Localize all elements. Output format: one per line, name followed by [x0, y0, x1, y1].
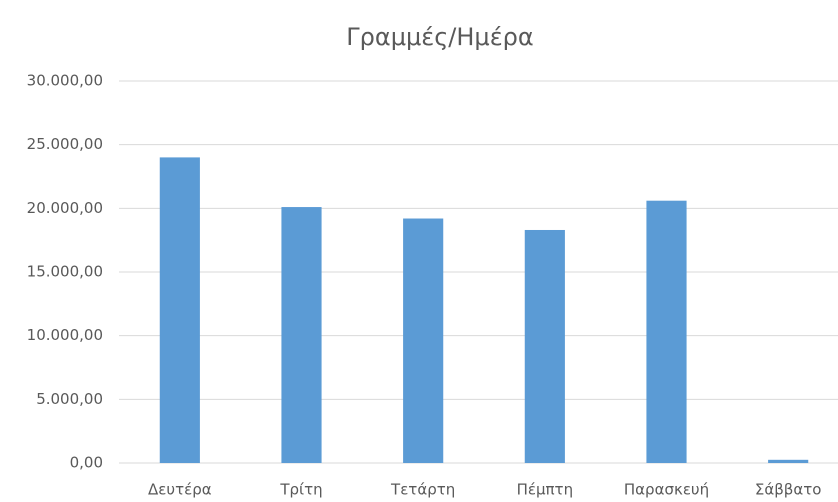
y-tick-label: 5.000,00 — [36, 390, 103, 408]
y-tick-label: 15.000,00 — [27, 263, 103, 281]
x-tick-label: Σάββατο — [755, 481, 822, 499]
bar — [403, 218, 444, 463]
x-tick-label: Πέμπτη — [517, 481, 574, 499]
y-tick-label: 0,00 — [70, 454, 103, 472]
bar — [646, 200, 687, 463]
bar — [524, 229, 565, 463]
y-tick-label: 25.000,00 — [27, 135, 103, 153]
bar — [281, 207, 322, 463]
y-tick-label: 20.000,00 — [27, 199, 103, 217]
bar — [159, 157, 200, 463]
bar — [768, 459, 809, 463]
chart-title: Γραμμές/Ημέρα — [346, 23, 533, 51]
y-tick-label: 30.000,00 — [27, 72, 103, 90]
x-tick-label: Τρίτη — [279, 481, 322, 499]
x-tick-label: Δευτέρα — [148, 481, 212, 499]
x-tick-label: Τετάρτη — [390, 481, 455, 499]
y-tick-label: 10.000,00 — [27, 326, 103, 344]
x-tick-label: Παρασκευή — [624, 481, 709, 499]
